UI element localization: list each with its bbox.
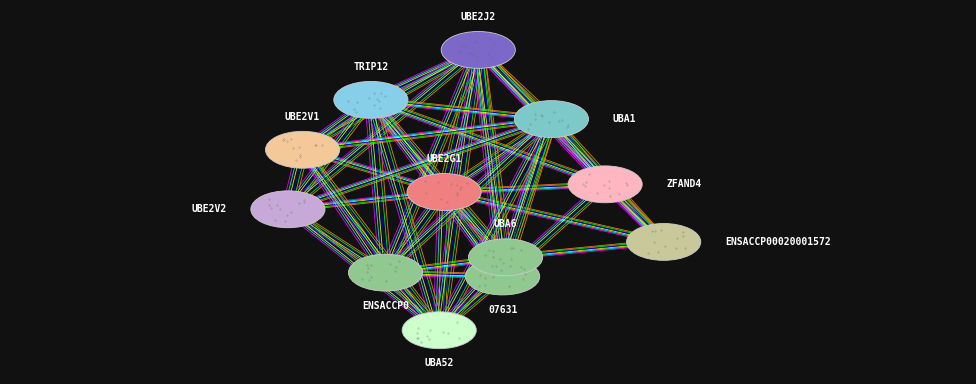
Ellipse shape — [468, 239, 543, 276]
Ellipse shape — [441, 31, 515, 68]
Text: TRIP12: TRIP12 — [353, 62, 388, 72]
Ellipse shape — [514, 101, 589, 137]
Ellipse shape — [348, 254, 423, 291]
Text: UBE2G1: UBE2G1 — [427, 154, 462, 164]
Text: UBA6: UBA6 — [494, 219, 517, 229]
Ellipse shape — [251, 191, 325, 228]
Ellipse shape — [568, 166, 642, 203]
Text: ENSACCP0: ENSACCP0 — [362, 301, 409, 311]
Text: 07631: 07631 — [488, 305, 517, 314]
Ellipse shape — [407, 174, 481, 210]
Text: UBE2V1: UBE2V1 — [285, 112, 320, 122]
Text: UBE2V2: UBE2V2 — [191, 204, 226, 214]
Text: UBA1: UBA1 — [613, 114, 636, 124]
Ellipse shape — [627, 223, 701, 260]
Ellipse shape — [466, 258, 540, 295]
Text: UBE2J2: UBE2J2 — [461, 12, 496, 22]
Ellipse shape — [334, 81, 408, 118]
Text: UBA52: UBA52 — [425, 358, 454, 368]
Text: ZFAND4: ZFAND4 — [667, 179, 702, 189]
Text: ENSACCP00020001572: ENSACCP00020001572 — [725, 237, 831, 247]
Ellipse shape — [402, 312, 476, 349]
Ellipse shape — [265, 131, 340, 168]
